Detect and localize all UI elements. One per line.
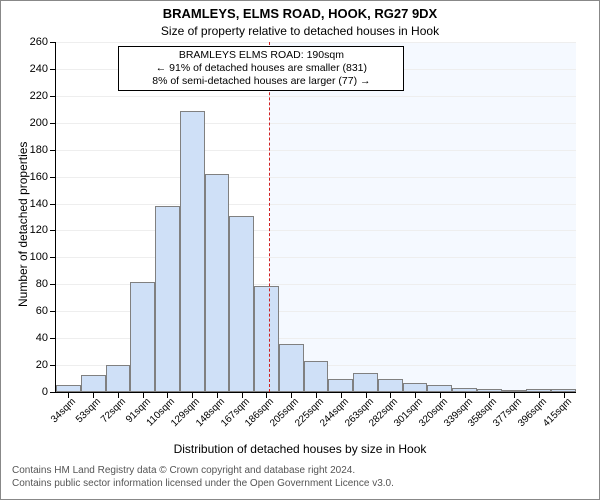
- gridline: [56, 123, 576, 124]
- y-tick-label: 60: [36, 305, 56, 317]
- histogram-bar: [56, 385, 81, 392]
- chart-title: BRAMLEYS, ELMS ROAD, HOOK, RG27 9DX: [0, 6, 600, 21]
- histogram-bar: [279, 344, 304, 392]
- gridline: [56, 42, 576, 43]
- chart-plot-area: 020406080100120140160180200220240260 34s…: [55, 42, 576, 393]
- histogram-bar: [155, 206, 180, 392]
- x-axis-title: Distribution of detached houses by size …: [0, 442, 600, 456]
- y-tick-label: 100: [30, 251, 56, 263]
- gridline: [56, 230, 576, 231]
- histogram-bar: [205, 174, 230, 392]
- footer-line-2: Contains public sector information licen…: [12, 477, 394, 490]
- y-tick-label: 180: [30, 144, 56, 156]
- histogram-bar: [106, 365, 131, 392]
- y-tick-label: 0: [42, 386, 56, 398]
- histogram-bar: [180, 111, 205, 392]
- y-tick-label: 160: [30, 171, 56, 183]
- histogram-bar: [328, 379, 353, 392]
- histogram-bar: [81, 375, 106, 393]
- histogram-bar: [403, 383, 428, 392]
- histogram-bar: [378, 379, 403, 392]
- y-tick-label: 200: [30, 117, 56, 129]
- histogram-bar: [304, 361, 329, 392]
- y-tick-label: 240: [30, 63, 56, 75]
- y-tick-label: 140: [30, 198, 56, 210]
- gridline: [56, 150, 576, 151]
- gridline: [56, 257, 576, 258]
- gridline: [56, 204, 576, 205]
- y-tick-label: 120: [30, 224, 56, 236]
- y-tick-label: 80: [36, 278, 56, 290]
- gridline: [56, 96, 576, 97]
- annotation-line-1: BRAMLEYS ELMS ROAD: 190sqm: [123, 49, 399, 62]
- histogram-bar: [427, 385, 452, 392]
- y-axis-title: Number of detached properties: [16, 142, 30, 307]
- y-tick-label: 220: [30, 90, 56, 102]
- histogram-bar: [130, 282, 155, 392]
- annotation-line-2: ← 91% of detached houses are smaller (83…: [123, 62, 399, 75]
- annotation-box: BRAMLEYS ELMS ROAD: 190sqm ← 91% of deta…: [118, 46, 404, 91]
- footer-line-1: Contains HM Land Registry data © Crown c…: [12, 464, 394, 477]
- histogram-bar: [254, 286, 279, 392]
- y-tick-label: 40: [36, 332, 56, 344]
- reference-line: [269, 42, 270, 392]
- annotation-line-3: 8% of semi-detached houses are larger (7…: [123, 75, 399, 88]
- y-tick-label: 260: [30, 36, 56, 48]
- histogram-bar: [229, 216, 254, 392]
- chart-subtitle: Size of property relative to detached ho…: [0, 24, 600, 38]
- y-tick-label: 20: [36, 359, 56, 371]
- histogram-bar: [353, 373, 378, 392]
- footer-attribution: Contains HM Land Registry data © Crown c…: [12, 464, 394, 490]
- gridline: [56, 177, 576, 178]
- highlight-region: [269, 42, 576, 392]
